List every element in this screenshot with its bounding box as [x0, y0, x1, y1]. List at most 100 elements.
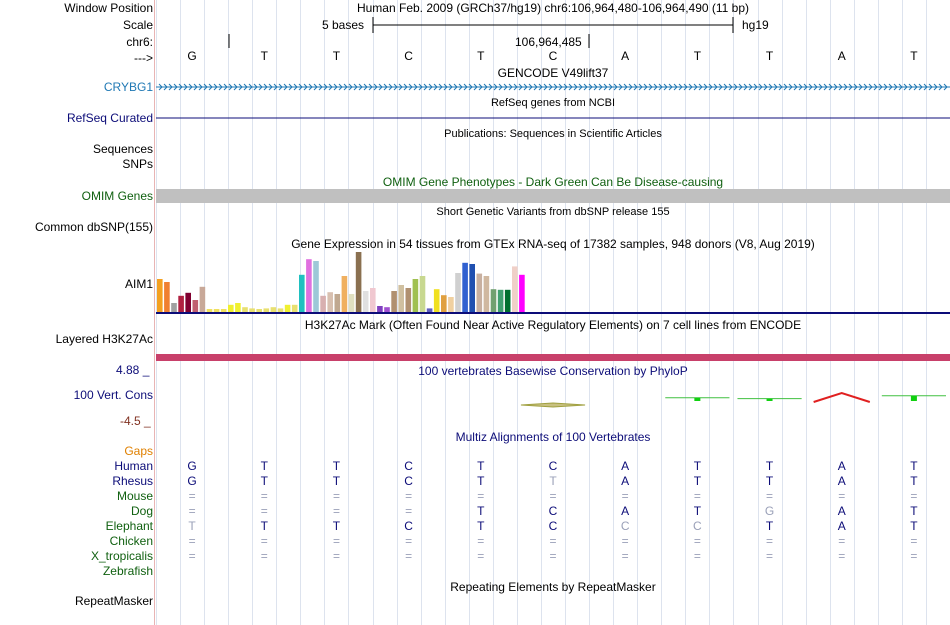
species-label-dog[interactable]: Dog [130, 504, 153, 518]
strand-chevron [613, 83, 618, 91]
strand-chevron [203, 83, 208, 91]
phylop-scores[interactable] [0, 0, 950, 430]
alignment-base: = [477, 489, 485, 503]
gtex-tissue-bar [171, 303, 177, 312]
strand-chevron [863, 83, 868, 91]
strand-chevron [808, 83, 813, 91]
species-label-mouse[interactable]: Mouse [116, 489, 153, 503]
species-label-x_tropicalis[interactable]: X_tropicalis [90, 549, 153, 563]
strand-chevron [703, 83, 708, 91]
gtex-tissue-bar [178, 295, 184, 312]
omim-feature-bar[interactable] [156, 189, 950, 203]
alignment-base: T [477, 519, 485, 533]
base-letter: G [187, 49, 197, 63]
strand-chevron [333, 83, 338, 91]
alignment-base: A [837, 519, 846, 533]
alignment-base: T [477, 459, 485, 473]
alignment-base: T [332, 459, 341, 473]
species-label-elephant[interactable]: Elephant [105, 519, 153, 533]
strand-chevron [408, 83, 413, 91]
gtex-bar-chart[interactable] [0, 0, 950, 320]
alignment-base: = [260, 489, 268, 503]
strand-chevron [318, 83, 323, 91]
snps-label[interactable]: SNPs [122, 157, 153, 171]
alignment-base: G [187, 459, 197, 473]
refseq-gene-line[interactable] [0, 0, 950, 130]
strand-chevron [428, 83, 433, 91]
strand-chevron [883, 83, 888, 91]
strand-chevron [308, 83, 313, 91]
window-position-value[interactable]: Human Feb. 2009 (GRCh37/hg19) chr6:106,9… [356, 1, 750, 15]
gtex-tissue-bar [270, 307, 277, 312]
species-label-chicken[interactable]: Chicken [109, 534, 153, 548]
strand-chevron [343, 83, 348, 91]
publications-track-label[interactable]: Sequences [92, 142, 153, 156]
strand-chevron [608, 83, 613, 91]
gtex-tissue-bar [441, 295, 447, 312]
alignment-base: G [187, 474, 197, 488]
base-letter: T [693, 49, 702, 63]
gencode-track-label[interactable]: CRYBG1 [103, 80, 153, 94]
species-label-zebrafish[interactable]: Zebrafish [102, 564, 153, 578]
strand-chevron [728, 83, 733, 91]
alignment-base: = [838, 549, 846, 563]
strand-chevron [193, 83, 198, 91]
base-letter: T [260, 49, 268, 63]
strand-chevron [583, 83, 588, 91]
omim-track-label[interactable]: OMIM Genes [81, 189, 153, 203]
phylop-high-score [813, 391, 871, 403]
alignment-base: = [477, 549, 485, 563]
position-tick-label: 106,964,485 [515, 35, 582, 49]
alignment-base: A [837, 474, 846, 488]
species-label-rhesus[interactable]: Rhesus [112, 474, 153, 488]
alignment-base: T [260, 519, 268, 533]
scale-label: Scale [122, 18, 153, 32]
phylop-track-label[interactable]: 100 Vert. Cons [73, 388, 153, 402]
scale-text: 5 bases [322, 18, 365, 32]
strand-chevron [528, 83, 533, 91]
strand-chevron [243, 83, 248, 91]
strand-chevron [483, 83, 488, 91]
dbsnp-track-label[interactable]: Common dbSNP(155) [34, 220, 153, 234]
strand-chevron [368, 83, 373, 91]
strand-chevron [868, 83, 873, 91]
strand-chevron [393, 83, 398, 91]
alignment-base: T [332, 519, 341, 533]
base-letter: T [477, 49, 485, 63]
gtex-tissue-bar [512, 266, 518, 312]
phylop-negative-score [520, 402, 586, 408]
alignment-base: = [188, 549, 196, 563]
h3k27ac-signal-bar[interactable] [156, 354, 950, 361]
crybg1-gene-feature[interactable] [0, 0, 950, 100]
strand-chevron [228, 83, 233, 91]
strand-chevron [558, 83, 563, 91]
base-letter: C [548, 49, 558, 63]
alignment-base: = [693, 549, 701, 563]
strand-chevron [573, 83, 578, 91]
alignment-base: = [621, 534, 629, 548]
gtex-tissue-bar [419, 276, 426, 312]
strand-chevron [293, 83, 298, 91]
phylop-max-label: 4.88 _ [116, 363, 150, 377]
strand-chevron [648, 83, 653, 91]
strand-chevron [928, 83, 933, 91]
alignment-base: C [404, 474, 413, 488]
strand-chevron [708, 83, 713, 91]
species-label-human[interactable]: Human [114, 459, 153, 473]
gtex-tissue-bar [277, 308, 284, 312]
strand-chevron [453, 83, 458, 91]
strand-label[interactable]: ---> [134, 51, 153, 65]
phylop-positive-score [910, 395, 917, 401]
h3k27ac-track-label[interactable]: Layered H3K27Ac [55, 332, 153, 346]
gaps-label[interactable]: Gaps [124, 444, 153, 458]
refseq-track-label[interactable]: RefSeq Curated [66, 111, 153, 125]
base-letter: A [837, 49, 846, 63]
window-position-label: Window Position [64, 1, 153, 15]
gtex-track-label[interactable]: AIM1 [124, 277, 153, 291]
gtex-tissue-bar [448, 297, 454, 312]
strand-chevron [943, 83, 948, 91]
repeatmasker-track-label[interactable]: RepeatMasker [74, 594, 153, 608]
gtex-tissue-bar [306, 259, 312, 312]
gtex-title: Gene Expression in 54 tissues from GTEx … [291, 237, 815, 251]
gtex-tissue-bar [391, 291, 397, 312]
